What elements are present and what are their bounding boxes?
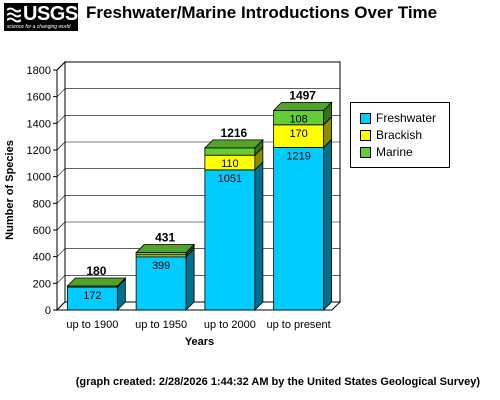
legend: Freshwater Brackish Marine: [350, 102, 450, 168]
gridline-side: [56, 141, 66, 151]
gridline-side: [56, 248, 66, 257]
y-tick-label: 200: [33, 278, 51, 290]
data-label-freshwater: 1051: [218, 173, 242, 185]
legend-label-brackish: Brackish: [376, 128, 423, 142]
legend-label-marine: Marine: [376, 145, 413, 159]
logo-tagline: science for a changing world: [7, 24, 71, 30]
bar-marine-3-top: [272, 102, 333, 111]
y-axis-label: Number of Species: [4, 140, 16, 240]
legend-swatch-freshwater: [360, 113, 371, 124]
bar-freshwater-1-side: [185, 247, 195, 311]
y-tick-label: 1200: [27, 145, 51, 157]
x-tick-label: up to 2000: [204, 319, 256, 331]
logo-text: USGS: [23, 3, 78, 25]
total-label: 431: [155, 231, 175, 245]
y-tick-label: 400: [33, 252, 51, 264]
data-label-brackish: 110: [221, 158, 239, 170]
legend-swatch-brackish: [360, 130, 371, 141]
bar-layer: [66, 101, 333, 311]
y-tick-label: 1400: [27, 118, 51, 130]
y-tick-label: 1800: [27, 65, 51, 77]
bar-marine-1-top: [135, 244, 196, 253]
x-tick-label: up to 1950: [135, 319, 187, 331]
bar-freshwater-3: [273, 147, 325, 311]
y-tick-label: 1000: [27, 172, 51, 184]
bar-marine-2-top: [203, 139, 264, 149]
bar-freshwater-2-side: [254, 160, 264, 311]
data-label-freshwater: 1219: [286, 150, 310, 162]
gridline-side: [56, 168, 66, 177]
y-tick-label: 1600: [27, 92, 51, 104]
gridline-side: [56, 221, 66, 231]
y-tick-label: 600: [33, 225, 51, 237]
axis-layer: 0 200 400 600 800 1000 1200 1400 1600 1800 Number …: [4, 65, 332, 348]
gridline-side: [56, 61, 66, 71]
x-axis-label: Years: [185, 336, 214, 348]
legend-swatch-marine: [360, 147, 371, 158]
plot-side-wall: [56, 60, 66, 312]
total-label: 180: [86, 264, 106, 278]
footer-note: (graph created: 2/28/2026 1:44:32 AM by …: [75, 376, 480, 388]
gridline-side: [56, 195, 66, 204]
gridline-side: [56, 275, 66, 284]
bar-marine-0-top: [66, 277, 127, 287]
usgs-logo: USGS science for a changing world: [4, 3, 78, 31]
bar-marine-2: [204, 147, 256, 156]
y-tick-label: 800: [33, 198, 51, 210]
legend-label-freshwater: Freshwater: [376, 111, 437, 125]
bar-freshwater-2: [204, 169, 256, 311]
total-label: 1216: [221, 126, 248, 140]
data-label-freshwater: 172: [83, 290, 101, 302]
x-tick-label: up to present: [267, 319, 331, 331]
chart-title: Freshwater/Marine Introductions Over Tim…: [86, 3, 438, 22]
y-tick-label: 0: [45, 305, 51, 317]
gridline-side: [56, 115, 66, 124]
x-tick-label: up to 1900: [66, 319, 118, 331]
bar-freshwater-3-side: [323, 138, 333, 311]
gridline-side: [56, 88, 66, 97]
data-label-marine: 108: [289, 113, 307, 125]
data-label-brackish: 170: [289, 128, 307, 140]
label-layer: up to 1900 172 180 up to 1950 399 431 up to 20…: [66, 88, 330, 331]
usgs-wave-icon: [7, 7, 21, 23]
total-label: 1497: [289, 88, 316, 102]
data-label-freshwater: 399: [152, 260, 170, 272]
